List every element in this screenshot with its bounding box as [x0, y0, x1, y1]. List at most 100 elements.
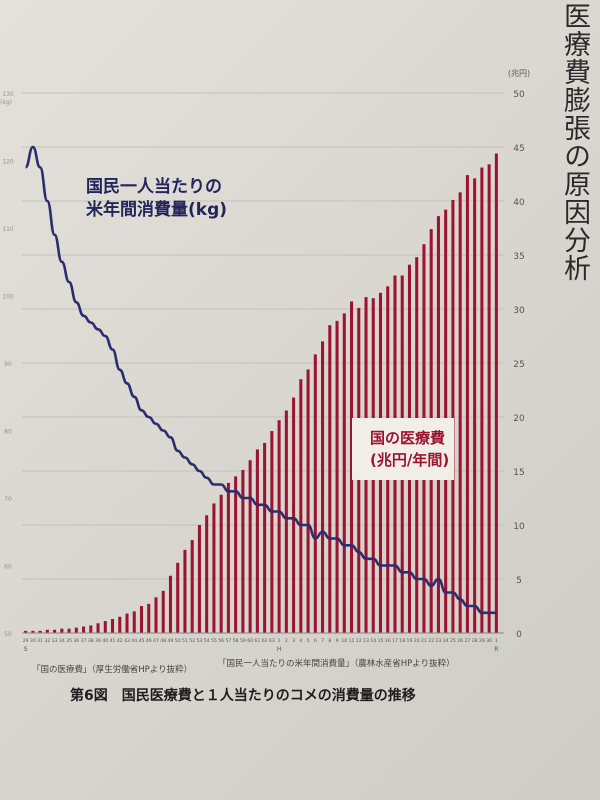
bar [139, 606, 144, 633]
right-tick-label: 30 [513, 306, 525, 316]
bar [24, 630, 28, 633]
x-tick-label: 12 [356, 638, 362, 644]
axes: 05101520253035404550(兆円)5060708090100110… [0, 68, 530, 653]
bar [31, 630, 35, 633]
bar-series-label: 国の医療費(兆円/年間) [370, 429, 449, 469]
bar [234, 476, 238, 633]
x-tick-label: 42 [117, 638, 123, 644]
figure-caption: 第6図 国民医療費と１人当たりのコメの消費量の推移 [70, 688, 416, 704]
x-tick-label: 9 [336, 638, 339, 644]
bar [118, 616, 122, 633]
x-tick-label: 7 [321, 638, 324, 644]
x-tick-label: 20 [414, 638, 420, 644]
bar [241, 469, 245, 633]
bar [212, 503, 216, 633]
left-tick-label: 80 [4, 429, 12, 436]
x-tick-label: 53 [197, 638, 203, 644]
x-tick-label: 62 [262, 638, 268, 644]
x-tick-label: 17 [392, 638, 398, 644]
x-tick-label: 60 [247, 638, 253, 644]
x-tick-label: 30 [30, 638, 36, 644]
x-tick-label: 25 [450, 638, 456, 644]
x-tick-label: 51 [182, 638, 188, 644]
left-tick-label: 120 [2, 159, 14, 166]
bar [38, 630, 42, 633]
bar [168, 575, 172, 633]
era-label: H [277, 646, 282, 653]
right-tick-label: 35 [513, 252, 524, 262]
right-tick-label: 45 [513, 144, 524, 154]
bar [89, 625, 93, 633]
x-tick-label: 33 [52, 638, 58, 644]
x-tick-label: 18 [399, 638, 405, 644]
side-title: 医療費膨張の原因分析 [559, 2, 590, 282]
x-tick-label: 31 [37, 638, 43, 644]
right-tick-label: 50 [513, 90, 525, 100]
left-tick-label: 130 [2, 91, 14, 98]
bar [226, 482, 230, 633]
right-tick-label: 20 [513, 414, 525, 424]
x-tick-label: 45 [139, 638, 145, 644]
left-tick-label: 70 [4, 496, 12, 503]
bar [74, 627, 78, 633]
bar [103, 621, 107, 633]
x-tick-label: 8 [328, 638, 331, 644]
left-tick-label: 90 [4, 361, 12, 368]
x-tick-label: 11 [349, 638, 355, 644]
right-tick-label: 25 [513, 360, 524, 370]
bar [132, 611, 136, 633]
x-tick-label: 10 [341, 638, 347, 644]
bar [176, 562, 180, 633]
x-tick-label: 27 [464, 638, 470, 644]
right-tick-label: 5 [516, 576, 522, 586]
bar [263, 442, 267, 633]
x-tick-label: 13 [363, 638, 369, 644]
bar [465, 175, 469, 633]
era-label: S [24, 646, 28, 653]
x-tick-label: 19 [407, 638, 413, 644]
x-tick-label: 57 [225, 638, 231, 644]
x-tick-label: 61 [254, 638, 260, 644]
bar [205, 515, 209, 633]
x-tick-label: 3 [292, 638, 295, 644]
x-tick-label: 37 [81, 638, 87, 644]
bar [313, 354, 317, 633]
x-tick-label: 47 [153, 638, 159, 644]
bar [96, 623, 100, 633]
x-tick-label: 21 [421, 638, 427, 644]
grid [22, 92, 504, 634]
x-tick-label: 59 [240, 638, 246, 644]
x-tick-label: 40 [102, 638, 108, 644]
bar [255, 449, 259, 633]
x-tick-label: 26 [457, 638, 463, 644]
bar [53, 629, 57, 633]
x-tick-label: 34 [59, 638, 65, 644]
bar [494, 153, 498, 634]
x-tick-label: 1 [495, 638, 498, 644]
x-tick-label: 14 [370, 638, 376, 644]
series-labels: 国民一人当たりの米年間消費量(kg) 国の医療費(兆円/年間) [86, 176, 454, 480]
bar [219, 494, 223, 633]
bar [350, 301, 354, 633]
x-tick-label: 48 [160, 638, 166, 644]
source-rice-note: 「国民一人当たりの米年間消費量」（農林水産省HPより抜粋） [218, 659, 455, 669]
left-axis-unit: (kg) [0, 99, 12, 106]
x-tick-label: 15 [378, 638, 384, 644]
x-tick-label: 36 [73, 638, 79, 644]
bar [248, 460, 252, 633]
bar [335, 320, 339, 633]
bar [190, 540, 194, 633]
x-tick-label: 32 [44, 638, 50, 644]
x-tick-label: 28 [472, 638, 478, 644]
left-tick-label: 60 [4, 564, 12, 571]
bar [67, 628, 71, 633]
bar [45, 629, 49, 633]
x-tick-label: 38 [88, 638, 94, 644]
bar [487, 164, 491, 633]
x-tick-label: 4 [299, 638, 302, 644]
right-axis-unit: (兆円) [508, 68, 530, 78]
bar [183, 549, 187, 633]
bar [82, 626, 86, 633]
